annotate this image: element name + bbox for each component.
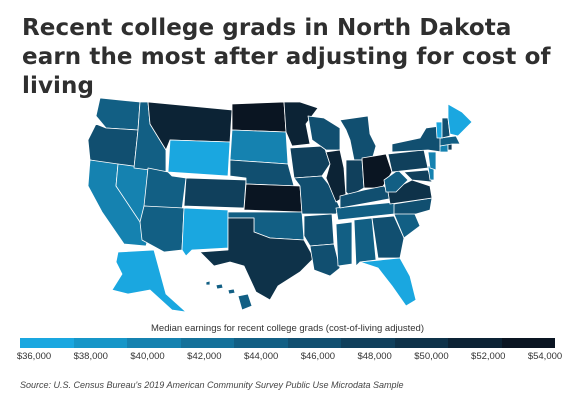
state-hi[interactable]: [205, 280, 253, 311]
legend-label: $36,000: [16, 351, 52, 362]
legend-label: $40,000: [130, 351, 165, 362]
state-mn[interactable]: [283, 101, 319, 147]
state-ma[interactable]: [439, 135, 461, 147]
legend-label: $44,000: [243, 351, 279, 362]
state-va[interactable]: [387, 179, 433, 205]
legend-swatch: [180, 338, 234, 348]
legend-color-bar: [20, 338, 555, 348]
legend-labels: $36,000 $38,000 $40,000 $42,000 $44,000 $46,0…: [0, 351, 575, 365]
state-wy[interactable]: [167, 139, 231, 177]
state-wi[interactable]: [307, 115, 341, 151]
state-me[interactable]: [447, 103, 473, 137]
state-mi[interactable]: [339, 115, 377, 161]
source-note: Source: U.S. Census Bureau's 2019 Americ…: [20, 380, 404, 390]
chart-title: Recent college grads in North Dakota ear…: [22, 15, 551, 99]
legend-label: $42,000: [187, 351, 222, 362]
state-nm[interactable]: [181, 207, 229, 257]
state-sd[interactable]: [229, 129, 289, 165]
state-tx[interactable]: [199, 217, 315, 301]
legend-label: $54,000: [527, 351, 563, 362]
legend-swatch: [394, 338, 448, 348]
legend-label: $38,000: [73, 351, 108, 362]
state-pa[interactable]: [387, 149, 429, 173]
us-choropleth-map: [87, 97, 473, 313]
state-ut[interactable]: [143, 167, 187, 211]
legend-swatch: [448, 338, 502, 348]
state-ia[interactable]: [289, 145, 331, 179]
state-md[interactable]: [403, 169, 433, 183]
state-fl[interactable]: [359, 257, 417, 307]
legend-label: $52,000: [471, 351, 506, 362]
legend-swatch: [501, 338, 555, 348]
state-vt[interactable]: [435, 121, 443, 139]
legend-label: $50,000: [414, 351, 449, 362]
state-ks[interactable]: [243, 183, 303, 213]
state-wa[interactable]: [95, 97, 141, 131]
legend-swatch: [287, 338, 341, 348]
state-ny[interactable]: [391, 125, 443, 153]
legend-label: $46,000: [300, 351, 336, 362]
legend-swatch: [20, 338, 74, 348]
state-ar[interactable]: [303, 213, 335, 247]
legend-label: $48,000: [357, 351, 392, 362]
state-nh[interactable]: [441, 117, 451, 139]
legend-swatch: [341, 338, 395, 348]
state-la[interactable]: [309, 243, 341, 277]
legend-swatch: [73, 338, 127, 348]
legend-swatch: [234, 338, 288, 348]
state-nd[interactable]: [231, 101, 287, 133]
state-ms[interactable]: [335, 221, 353, 267]
state-ga[interactable]: [371, 215, 405, 259]
state-co[interactable]: [183, 177, 247, 209]
legend-swatch: [127, 338, 181, 348]
state-nj[interactable]: [427, 151, 437, 171]
legend-caption: Median earnings for recent college grads…: [151, 323, 424, 334]
state-ak[interactable]: [111, 249, 187, 313]
